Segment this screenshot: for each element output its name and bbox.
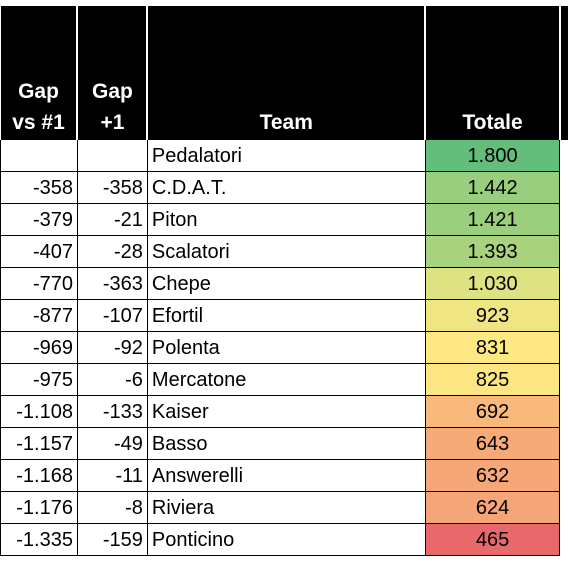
table-row: -407 -28 Scalatori 1.393 [0,235,568,268]
team-cell[interactable]: Ponticino [146,523,426,556]
edge-cell [559,299,568,332]
team-cell[interactable]: Riviera [146,491,426,524]
gap-vs-first-cell[interactable]: -975 [0,363,78,396]
table-row: -1.157 -49 Basso 643 [0,427,568,460]
standings-table: Gap vs #1 Gap +1 Team Totale Pedalatori 1.8… [0,6,568,556]
total-cell[interactable]: 825 [424,363,561,396]
edge-cell [559,395,568,428]
gap-vs-first-cell[interactable]: -969 [0,331,78,364]
gap-prev-cell[interactable]: -8 [76,491,148,524]
gap-vs-first-cell[interactable]: -770 [0,267,78,300]
total-cell[interactable]: 1.393 [424,235,561,268]
gap-vs-first-cell[interactable]: -877 [0,299,78,332]
edge-cell [559,491,568,524]
edge-cell [559,171,568,204]
table-row: -1.108 -133 Kaiser 692 [0,395,568,428]
gap-prev-cell[interactable] [76,140,148,172]
edge-cell [559,523,568,556]
gap-prev-cell[interactable]: -159 [76,523,148,556]
total-cell[interactable]: 643 [424,427,561,460]
edge-cell [559,267,568,300]
header-total[interactable]: Totale [425,6,561,140]
gap-prev-cell[interactable]: -92 [76,331,148,364]
total-cell[interactable]: 1.800 [424,140,561,172]
team-cell[interactable]: Polenta [146,331,426,364]
team-cell[interactable]: Scalatori [146,235,426,268]
header-gap-prev-line2: +1 [100,111,125,134]
gap-prev-cell[interactable]: -107 [76,299,148,332]
team-cell[interactable]: Efortil [146,299,426,332]
gap-vs-first-cell[interactable]: -379 [0,203,78,236]
table-row: -770 -363 Chepe 1.030 [0,267,568,300]
table-row: -1.168 -11 Answerelli 632 [0,459,568,492]
header-edge [559,6,568,140]
team-cell[interactable]: Pedalatori [146,140,426,172]
table-row: -379 -21 Piton 1.421 [0,203,568,236]
total-cell[interactable]: 624 [424,491,561,524]
total-cell[interactable]: 831 [424,331,561,364]
total-cell[interactable]: 632 [424,459,561,492]
edge-cell [559,203,568,236]
header-gap-vs-first-line1: Gap [18,80,59,103]
header-gap-prev[interactable]: Gap +1 [77,6,149,140]
team-cell[interactable]: Kaiser [146,395,426,428]
gap-prev-cell[interactable]: -358 [76,171,148,204]
gap-vs-first-cell[interactable]: -1.108 [0,395,78,428]
table-row: Pedalatori 1.800 [0,140,568,172]
table-row: -877 -107 Efortil 923 [0,299,568,332]
team-cell[interactable]: Basso [146,427,426,460]
table-row: -1.176 -8 Riviera 624 [0,491,568,524]
table-row: -975 -6 Mercatone 825 [0,363,568,396]
header-gap-vs-first[interactable]: Gap vs #1 [0,6,79,140]
total-cell[interactable]: 465 [424,523,561,556]
gap-prev-cell[interactable]: -11 [76,459,148,492]
table-row: -1.335 -159 Ponticino 465 [0,523,568,556]
edge-cell [559,140,568,172]
team-cell[interactable]: Piton [146,203,426,236]
gap-vs-first-cell[interactable]: -1.335 [0,523,78,556]
total-cell[interactable]: 923 [424,299,561,332]
edge-cell [559,427,568,460]
header-team[interactable]: Team [147,6,427,140]
edge-cell [559,235,568,268]
total-cell[interactable]: 692 [424,395,561,428]
gap-prev-cell[interactable]: -363 [76,267,148,300]
total-cell[interactable]: 1.442 [424,171,561,204]
table-row: -358 -358 C.D.A.T. 1.442 [0,171,568,204]
header-gap-vs-first-line2: vs #1 [12,111,65,134]
gap-prev-cell[interactable]: -28 [76,235,148,268]
table-header: Gap vs #1 Gap +1 Team Totale [0,6,568,140]
gap-vs-first-cell[interactable]: -1.157 [0,427,78,460]
gap-prev-cell[interactable]: -133 [76,395,148,428]
table-row: -969 -92 Polenta 831 [0,331,568,364]
edge-cell [559,363,568,396]
edge-cell [559,331,568,364]
header-gap-prev-line1: Gap [92,80,133,103]
edge-cell [559,459,568,492]
total-cell[interactable]: 1.421 [424,203,561,236]
gap-vs-first-cell[interactable]: -358 [0,171,78,204]
gap-vs-first-cell[interactable]: -1.176 [0,491,78,524]
team-cell[interactable]: Mercatone [146,363,426,396]
table-body: Pedalatori 1.800 -358 -358 C.D.A.T. 1.442 -379… [0,140,568,556]
team-cell[interactable]: C.D.A.T. [146,171,426,204]
gap-prev-cell[interactable]: -49 [76,427,148,460]
total-cell[interactable]: 1.030 [424,267,561,300]
team-cell[interactable]: Chepe [146,267,426,300]
gap-vs-first-cell[interactable]: -1.168 [0,459,78,492]
gap-prev-cell[interactable]: -6 [76,363,148,396]
gap-vs-first-cell[interactable] [0,140,78,172]
gap-prev-cell[interactable]: -21 [76,203,148,236]
team-cell[interactable]: Answerelli [146,459,426,492]
gap-vs-first-cell[interactable]: -407 [0,235,78,268]
